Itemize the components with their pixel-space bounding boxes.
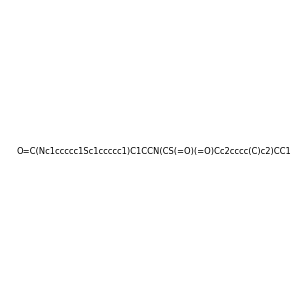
Text: O=C(Nc1ccccc1Sc1ccccc1)C1CCN(CS(=O)(=O)Cc2cccc(C)c2)CC1: O=C(Nc1ccccc1Sc1ccccc1)C1CCN(CS(=O)(=O)C… — [16, 147, 291, 156]
